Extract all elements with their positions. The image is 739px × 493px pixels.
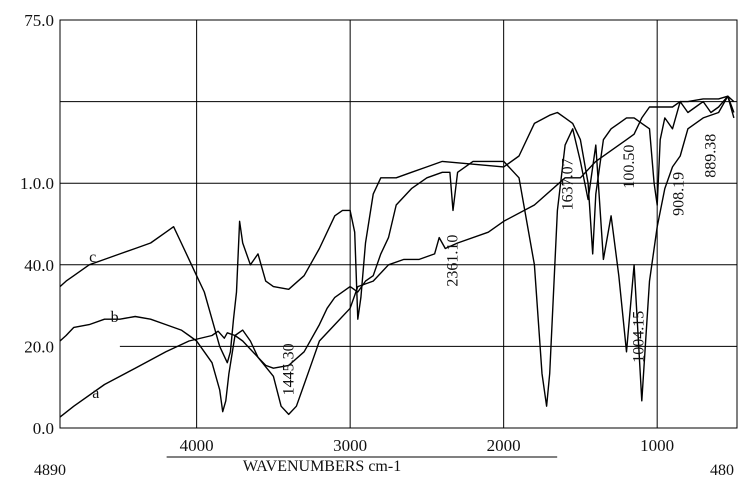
y-tick-label: 1.0.0 — [20, 174, 54, 193]
x-end-label-right: 480 — [710, 462, 734, 479]
x-axis-title: WAVENUMBERS cm-1 — [243, 458, 401, 475]
x-tick-label: 4000 — [180, 436, 214, 455]
peak-label: 2361.10 — [445, 235, 462, 287]
y-tick-label: 0.0 — [33, 419, 54, 438]
peak-label: 1004.15 — [630, 311, 647, 363]
peak-label: 889.38 — [703, 134, 720, 178]
series-labels: a b c — [89, 249, 118, 402]
peak-label: 1445.30 — [280, 343, 297, 395]
series-label-a: a — [92, 385, 99, 402]
y-tick-labels: 0.0 20.0 40.0 1.0.0 75.0 — [20, 11, 54, 438]
grid-lines — [60, 20, 737, 428]
y-tick-label: 75.0 — [24, 11, 54, 30]
y-tick-label: 40.0 — [24, 256, 54, 275]
x-end-label-left: 4890 — [34, 462, 66, 479]
peak-annotations: 1445.30 2361.10 1637.07 1004.15 100.50 908.19… — [280, 134, 719, 396]
x-tick-labels: 4000 3000 2000 1000 4890 480 — [34, 436, 734, 479]
plot-frame — [59, 19, 738, 429]
spectrum-line-b — [59, 95, 735, 413]
x-tick-label: 2000 — [487, 436, 521, 455]
series-label-c: c — [89, 249, 96, 266]
x-tick-label: 3000 — [333, 436, 367, 455]
spectrum-line-c — [59, 95, 735, 364]
peak-label: 100.50 — [621, 145, 638, 189]
spectra-series — [59, 95, 735, 418]
y-tick-label: 20.0 — [24, 337, 54, 356]
series-label-b: b — [111, 309, 119, 326]
peak-label: 908.19 — [670, 172, 687, 216]
x-tick-label: 1000 — [640, 436, 674, 455]
peak-label: 1637.07 — [560, 158, 577, 210]
spectrum-line-a — [59, 95, 735, 418]
